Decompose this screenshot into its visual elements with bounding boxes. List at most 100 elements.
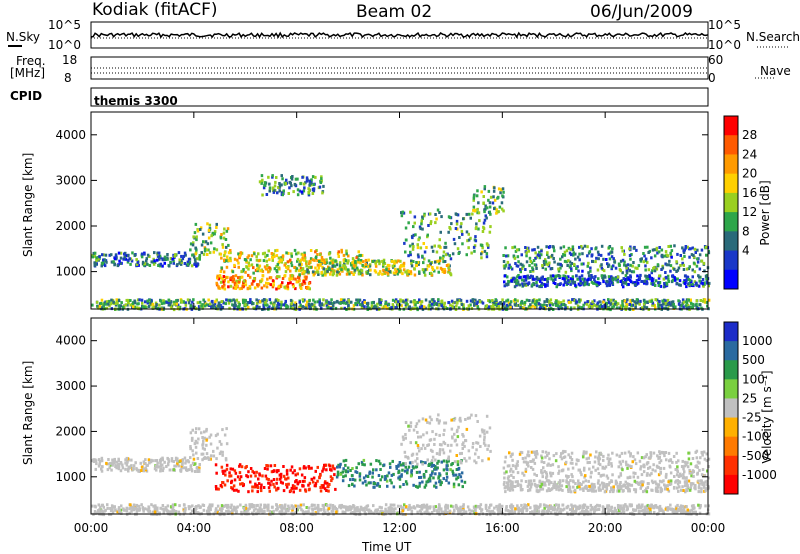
power-cell	[583, 244, 587, 248]
power-cell	[476, 189, 479, 193]
velocity-cell	[418, 509, 422, 513]
power-cell	[169, 260, 172, 264]
power-cell	[225, 229, 229, 233]
power-colorbar-segment	[724, 173, 738, 194]
power-cell	[206, 222, 209, 226]
velocity-cell	[367, 508, 371, 512]
power-cell	[251, 302, 254, 306]
power-cell	[374, 264, 378, 268]
velocity-cell	[454, 473, 458, 477]
velocity-cell	[571, 504, 575, 508]
velocity-cell	[438, 472, 441, 476]
power-cell	[497, 302, 500, 306]
power-cell	[509, 303, 512, 306]
velocity-cell	[279, 475, 283, 479]
power-cell	[586, 254, 589, 258]
velocity-cell	[140, 465, 144, 469]
velocity-cell	[485, 509, 489, 513]
power-cell	[546, 253, 549, 256]
power-cell	[286, 266, 289, 270]
velocity-cell	[461, 447, 464, 450]
velocity-cell	[298, 480, 302, 484]
velocity-cell	[388, 508, 391, 512]
velocity-cell	[156, 506, 159, 510]
velocity-cell	[690, 504, 694, 508]
power-cell	[429, 262, 432, 266]
power-cell	[97, 304, 100, 308]
power-cell	[600, 274, 604, 278]
power-cell	[257, 252, 260, 256]
power-cell	[385, 266, 388, 270]
power-cell	[397, 300, 400, 304]
power-cell	[580, 274, 584, 278]
power-cell	[127, 298, 130, 302]
power-cell	[699, 303, 702, 307]
power-cell	[469, 216, 472, 220]
power-cell	[268, 186, 272, 190]
velocity-cell	[116, 463, 120, 467]
velocity-cell	[610, 505, 613, 509]
velocity-cell	[450, 443, 453, 447]
power-cell	[291, 175, 294, 178]
power-cell	[438, 238, 441, 242]
power-cell	[307, 281, 311, 285]
velocity-cell	[202, 439, 205, 443]
power-cell	[312, 298, 315, 302]
power-cell	[688, 255, 691, 259]
velocity-cell	[247, 490, 250, 494]
power-cell	[177, 306, 180, 310]
velocity-cell	[367, 510, 371, 514]
power-cell	[219, 236, 223, 240]
power-cell	[650, 256, 653, 260]
power-cell	[540, 276, 543, 280]
power-cell	[175, 302, 179, 306]
power-cell	[219, 280, 223, 284]
velocity-cell	[184, 461, 187, 465]
power-cell	[477, 211, 481, 215]
velocity-cell	[643, 508, 647, 512]
power-cell	[281, 277, 285, 280]
velocity-cell	[109, 461, 112, 465]
velocity-cell	[432, 464, 436, 467]
power-cell	[609, 302, 612, 306]
velocity-cell	[189, 447, 192, 451]
power-cell	[602, 274, 605, 278]
power-cell	[313, 258, 316, 262]
power-cell	[459, 225, 463, 229]
velocity-cell	[304, 466, 307, 470]
velocity-cell	[451, 436, 454, 440]
velocity-cell	[154, 506, 157, 509]
power-cell	[129, 262, 132, 266]
power-cell	[550, 253, 554, 257]
velocity-cell	[445, 467, 448, 471]
velocity-cell	[111, 508, 114, 512]
power-cell	[343, 306, 346, 310]
power-cell	[303, 275, 307, 279]
velocity-cell	[336, 470, 340, 474]
velocity-cell	[228, 471, 231, 475]
power-cell	[469, 236, 472, 240]
power-cell	[233, 306, 236, 310]
power-cell	[643, 300, 647, 304]
velocity-cell	[165, 507, 168, 511]
velocity-cell	[132, 503, 136, 507]
power-cell	[613, 277, 616, 281]
velocity-cell	[489, 510, 492, 514]
power-cell	[516, 255, 520, 259]
power-cell	[175, 299, 178, 303]
power-cell	[675, 281, 679, 285]
power-cell	[478, 219, 481, 223]
power-cell	[546, 299, 549, 303]
power-cell	[200, 304, 203, 308]
power-cell	[261, 193, 264, 197]
power-cell	[538, 303, 542, 307]
power-cell	[551, 303, 555, 307]
power-cell	[260, 174, 264, 178]
power-cell	[202, 298, 205, 302]
power-cell	[517, 260, 520, 264]
velocity-cell	[460, 451, 463, 455]
power-cell	[583, 301, 587, 305]
velocity-cell	[464, 511, 467, 514]
power-cell	[509, 265, 512, 269]
power-cell	[156, 306, 160, 310]
